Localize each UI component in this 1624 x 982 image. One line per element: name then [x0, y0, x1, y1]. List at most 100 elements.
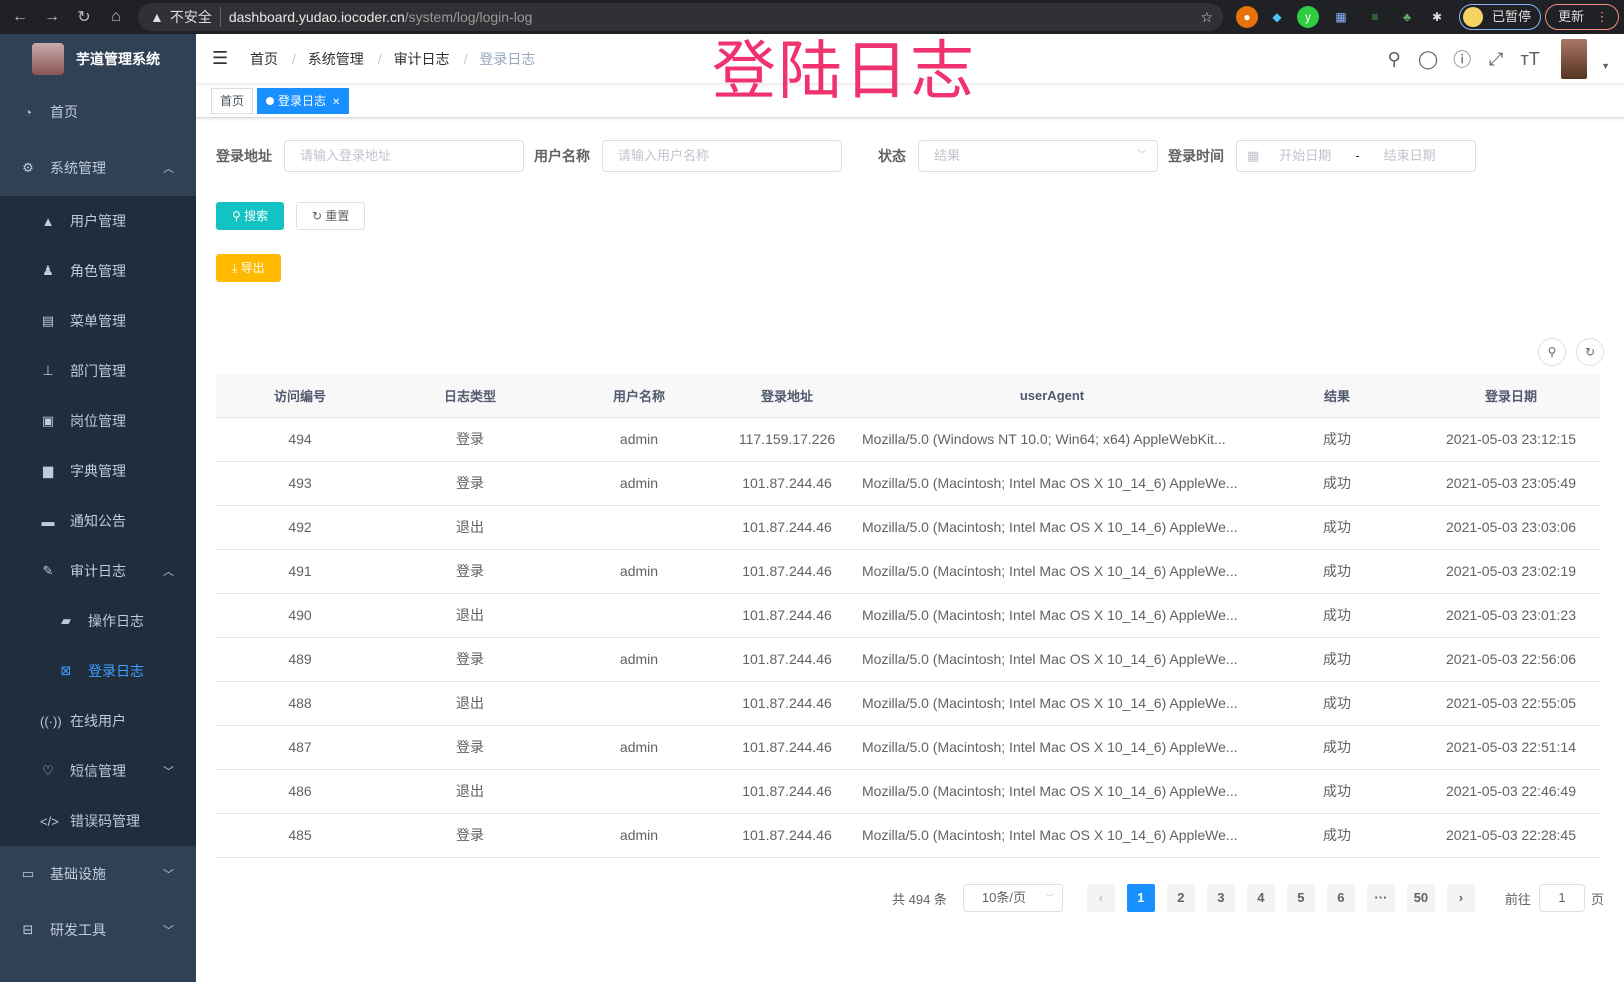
tag-home[interactable]: 首页	[211, 87, 254, 114]
sidebar-item-notice[interactable]: ▬ 通知公告	[0, 496, 196, 546]
tree-table-icon: ▤	[41, 313, 55, 328]
extension-gem-icon[interactable]: ◆	[1272, 10, 1282, 24]
breadcrumb-item[interactable]: 首页	[250, 50, 278, 67]
page-button[interactable]: 4	[1246, 884, 1275, 912]
caret-down-icon[interactable]: ▼	[1601, 61, 1610, 71]
github-icon[interactable]: ◯	[1418, 48, 1439, 69]
audit-submenu: ▰ 操作日志 ⊠ 登录日志	[0, 596, 196, 696]
menu-label: 基础设施	[50, 866, 106, 882]
forward-icon[interactable]: →	[44, 8, 60, 25]
menu-label: 首页	[50, 104, 78, 120]
search-button[interactable]: ⚲ 搜索	[216, 202, 285, 230]
sidebar-item-dept[interactable]: ⊥ 部门管理	[0, 346, 196, 396]
toggle-search-icon[interactable]: ⚲	[1538, 338, 1566, 366]
sidebar-item-menu[interactable]: ▤ 菜单管理	[0, 296, 196, 346]
page-list: 1 2 3 4 5 6 ··· 50	[1121, 884, 1441, 912]
date-range-picker[interactable]: ▦ 开始日期 - 结束日期	[1236, 140, 1476, 172]
font-size-icon[interactable]: ᴛT	[1520, 48, 1540, 69]
sidebar-item-home[interactable]: ◔ 首页	[0, 84, 196, 140]
logo[interactable]: 芋道管理系统	[0, 34, 196, 84]
breadcrumb-item: 系统管理	[307, 50, 364, 67]
bookmark-star-icon[interactable]: ☆	[1200, 8, 1213, 25]
table-row: 489 登录 admin 101.87.244.46 Mozilla/5.0 (Maci…	[216, 637, 1600, 682]
page-button[interactable]: 50	[1406, 884, 1435, 912]
sidebar-item-error-code[interactable]: </> 错误码管理	[0, 796, 196, 846]
table-cell: 2021-05-03 23:02:19	[1422, 549, 1600, 594]
back-icon[interactable]: ←	[12, 8, 28, 25]
table-cell: 登录	[384, 461, 556, 506]
menu-label: 审计日志	[70, 563, 126, 579]
sidebar-item-tool[interactable]: ⊟ 研发工具 ﹀	[0, 902, 196, 958]
reset-button[interactable]: ↻ 重置	[296, 202, 366, 230]
table-cell: 2021-05-03 22:46:49	[1422, 769, 1600, 814]
table-row: 485 登录 admin 101.87.244.46 Mozilla/5.0 (Maci…	[216, 813, 1600, 858]
prev-page-button[interactable]: ‹	[1086, 884, 1115, 912]
table-cell: 登录	[384, 417, 556, 462]
extensions-puzzle-icon[interactable]: ✱	[1431, 10, 1443, 24]
page-size-select[interactable]: 10条/页 ﹀	[962, 884, 1063, 912]
page-button[interactable]: 5	[1286, 884, 1315, 912]
page-button[interactable]: 2	[1166, 884, 1195, 912]
page-button[interactable]: 3	[1206, 884, 1235, 912]
sidebar-item-online-user[interactable]: ((·)) 在线用户	[0, 696, 196, 746]
placeholder: 结果	[934, 148, 961, 163]
sidebar-item-post[interactable]: ▣ 岗位管理	[0, 396, 196, 446]
overlay-title: 登陆日志	[712, 35, 976, 109]
goto-page-input[interactable]: 1	[1538, 884, 1585, 912]
update-button[interactable]: 更新 ⋮	[1545, 4, 1619, 30]
menu-label: 通知公告	[70, 513, 126, 529]
sidebar-item-dict[interactable]: ▆ 字典管理	[0, 446, 196, 496]
sidebar-item-audit-log[interactable]: ✎ 审计日志 ︿	[0, 546, 196, 596]
table-cell: 成功	[1252, 637, 1422, 682]
avatar[interactable]	[1561, 39, 1588, 79]
hamburger-icon[interactable]: ☰	[212, 48, 229, 68]
status-select[interactable]: 结果 ﹀	[918, 140, 1158, 172]
username-input[interactable]: 请输入用户名称	[602, 140, 842, 172]
sidebar-item-login-log[interactable]: ⊠ 登录日志	[0, 646, 196, 696]
search-icon[interactable]: ⚲	[1387, 48, 1401, 69]
sidebar-item-operate-log[interactable]: ▰ 操作日志	[0, 596, 196, 646]
chevron-down-icon: ﹀	[1044, 893, 1054, 903]
chevron-up-icon: ︿	[163, 163, 174, 175]
sidebar-item-user[interactable]: ▲ 用户管理	[0, 196, 196, 246]
next-page-button[interactable]: ›	[1446, 884, 1475, 912]
extension-grid-icon[interactable]: ▦	[1335, 10, 1347, 24]
sidebar-item-system[interactable]: ⚙ 系统管理 ︿	[0, 140, 196, 196]
menu-label: 岗位管理	[70, 413, 126, 429]
table-cell: 成功	[1252, 593, 1422, 638]
dashboard-icon: ◔	[24, 104, 32, 120]
reload-icon[interactable]: ↻	[77, 9, 91, 26]
question-icon[interactable]: ⓘ	[1453, 50, 1472, 70]
fullscreen-icon[interactable]: ⤢	[1488, 48, 1504, 69]
time-label: 登录时间	[1168, 148, 1224, 164]
home-icon[interactable]: ⌂	[111, 8, 121, 25]
sidebar-item-role[interactable]: ♟ 角色管理	[0, 246, 196, 296]
log-icon: ✎	[42, 563, 54, 578]
sidebar-item-infra[interactable]: ▭ 基础设施 ﹀	[0, 846, 196, 902]
table-cell: 485	[216, 813, 384, 858]
refresh-icon[interactable]: ↻	[1576, 338, 1604, 366]
page-button[interactable]: 6	[1326, 884, 1355, 912]
code-icon: </>	[40, 813, 59, 829]
extension-y-icon[interactable]: y	[1297, 6, 1319, 28]
extension-on-icon[interactable]: ≡	[1371, 10, 1379, 24]
close-icon[interactable]: ✕	[332, 96, 341, 108]
addr-input[interactable]: 请输入登录地址	[284, 140, 524, 172]
reset-label: 重置	[325, 209, 350, 223]
column-header: 登录地址	[722, 374, 852, 418]
page-button[interactable]: 1	[1126, 884, 1155, 912]
profile-paused-button[interactable]: 已暂停	[1459, 4, 1541, 30]
table-cell: Mozilla/5.0 (Macintosh; Intel Mac OS X 1…	[852, 813, 1252, 858]
extension-leaf-icon[interactable]: ♣	[1403, 10, 1411, 24]
tag-login-log[interactable]: 登录日志 ✕	[257, 87, 350, 114]
extension-icon[interactable]: ●	[1236, 6, 1258, 28]
export-button[interactable]: ⤓ 导出	[216, 254, 281, 282]
app-title: 芋道管理系统	[76, 51, 160, 67]
address-bar[interactable]: ▲ 不安全 dashboard.yudao.iocoder.cn/system/…	[138, 3, 1223, 31]
chevron-down-icon: ﹀	[163, 766, 174, 778]
column-header: 日志类型	[384, 374, 556, 418]
page-button[interactable]: ···	[1366, 884, 1395, 912]
table-cell: 101.87.244.46	[722, 505, 852, 550]
sidebar-item-sms[interactable]: ♡ 短信管理 ﹀	[0, 746, 196, 796]
form-icon: ▰	[61, 613, 71, 628]
